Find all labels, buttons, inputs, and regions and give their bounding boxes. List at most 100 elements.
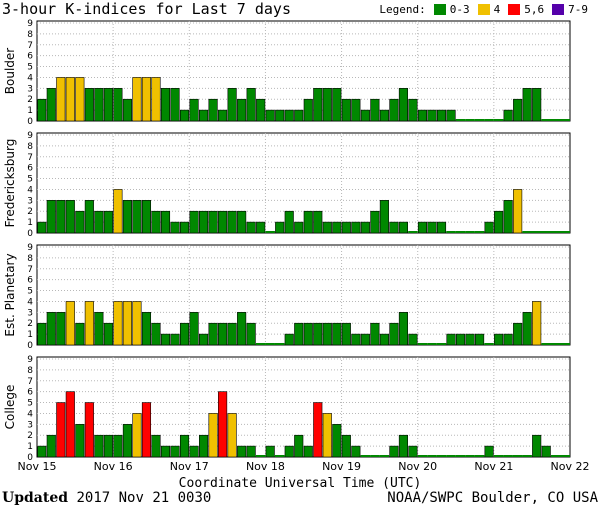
k-bar — [218, 210, 228, 234]
k-bar — [84, 200, 94, 234]
k-bar — [208, 98, 218, 122]
baseline-strip — [522, 231, 570, 233]
legend-text: 4 — [493, 3, 501, 16]
k-bar — [65, 391, 75, 458]
k-bar — [94, 88, 104, 122]
k-bar — [265, 445, 275, 458]
k-bar — [474, 231, 485, 233]
k-bar — [75, 322, 85, 346]
k-bar — [512, 455, 523, 457]
k-bar — [332, 424, 342, 458]
k-bar — [275, 221, 285, 234]
y-tick-label: 3 — [27, 308, 33, 318]
y-tick-label: 4 — [27, 185, 33, 195]
k-bar — [208, 210, 218, 234]
k-bar — [237, 445, 247, 458]
k-bar — [132, 200, 142, 234]
y-tick-label: 9 — [27, 355, 33, 365]
k-bar — [246, 88, 256, 122]
k-bar — [294, 109, 304, 122]
k-bar — [484, 445, 494, 458]
k-bar — [113, 88, 123, 122]
k-bar — [284, 210, 294, 234]
k-bar — [360, 333, 370, 346]
k-bar — [389, 445, 399, 458]
k-bar — [303, 210, 313, 234]
k-bar — [122, 98, 132, 122]
k-bar — [398, 221, 408, 234]
y-tick-label: 8 — [27, 366, 33, 376]
x-tick-label: Nov 16 — [94, 460, 133, 473]
x-tick-label: Nov 15 — [18, 460, 57, 473]
chart-header: 3-hour K-indices for Last 7 days Legend:… — [0, 0, 600, 18]
k-bar — [532, 434, 542, 458]
legend-swatch-purple — [552, 4, 565, 15]
k-bar — [484, 221, 494, 234]
k-bar — [379, 200, 389, 234]
y-tick-label: 4 — [27, 409, 33, 419]
k-bar — [199, 210, 209, 234]
k-bar — [179, 434, 190, 458]
k-bar — [113, 301, 123, 346]
k-bar — [389, 221, 399, 234]
k-bar — [484, 119, 494, 121]
k-bar — [227, 210, 237, 234]
k-bar — [379, 455, 390, 457]
legend: Legend: 0-3 4 5,6 7-9 — [379, 3, 588, 16]
panel-name: College — [3, 385, 17, 430]
y-tick-label: 3 — [27, 84, 33, 94]
y-tick-label: 0 — [27, 453, 33, 463]
k-bar — [493, 455, 504, 457]
k-bar — [227, 88, 237, 122]
panel-name: Boulder — [3, 48, 17, 95]
y-tick-label: 9 — [27, 243, 33, 253]
k-bar — [37, 445, 47, 458]
k-bar — [303, 98, 313, 122]
k-bar — [465, 333, 475, 346]
k-bar — [341, 221, 351, 234]
k-bar — [265, 109, 275, 122]
k-bar — [274, 343, 285, 345]
k-bar — [189, 312, 199, 346]
y-tick-label: 1 — [27, 330, 33, 340]
k-bar — [522, 312, 532, 346]
panel-name: Fredericksburg — [3, 139, 17, 228]
k-bar — [532, 88, 542, 122]
k-bar — [446, 333, 456, 346]
k-bar — [75, 424, 85, 458]
k-bar — [227, 413, 237, 458]
k-bar — [408, 333, 418, 346]
k-bar — [65, 77, 75, 122]
k-bar — [246, 322, 256, 346]
k-bar — [246, 445, 256, 458]
k-bar — [189, 98, 199, 122]
legend-swatch-yellow — [477, 4, 490, 15]
y-tick-label: 8 — [27, 30, 33, 40]
k-bar — [199, 109, 209, 122]
k-bar — [322, 322, 332, 346]
k-bar — [503, 200, 513, 234]
k-bar — [56, 402, 66, 458]
k-bar — [103, 434, 113, 458]
k-bar — [84, 88, 94, 122]
k-bar — [522, 455, 532, 457]
k-bar — [379, 109, 389, 122]
k-bar — [351, 445, 361, 458]
k-bar — [103, 88, 113, 122]
k-bar — [199, 434, 209, 458]
k-bar — [37, 221, 47, 234]
k-bar — [475, 333, 485, 346]
k-bar — [274, 455, 285, 457]
y-tick-label: 5 — [27, 63, 33, 73]
legend-item-7-9: 7-9 — [552, 3, 588, 16]
k-bar — [151, 434, 161, 458]
k-bar — [160, 88, 171, 122]
k-bar — [408, 98, 418, 122]
k-bar — [503, 109, 513, 122]
k-bar — [84, 301, 94, 346]
k-bar — [227, 322, 237, 346]
updated-label: Updated — [2, 490, 69, 506]
k-bar — [427, 221, 437, 234]
k-bar — [503, 333, 513, 346]
k-bar — [94, 210, 104, 234]
